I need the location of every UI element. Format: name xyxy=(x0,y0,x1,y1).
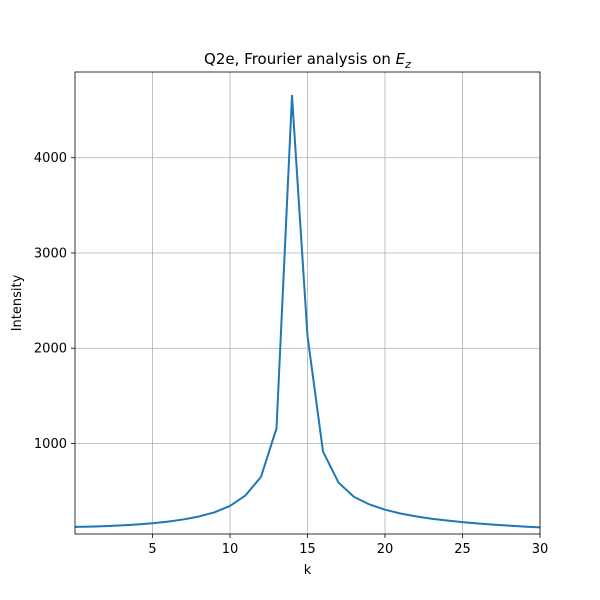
x-tick-label: 30 xyxy=(532,542,549,557)
y-tick-label: 2000 xyxy=(34,342,67,357)
x-tick-label: 15 xyxy=(299,542,316,557)
y-axis-ticks: 1000 2000 3000 4000 xyxy=(34,151,75,452)
title-symbol: E xyxy=(396,50,406,68)
x-axis-ticks: 5 10 15 20 25 30 xyxy=(148,534,548,557)
x-tick-label: 25 xyxy=(454,542,471,557)
y-tick-label: 3000 xyxy=(34,246,67,261)
title-subscript: z xyxy=(404,58,411,71)
chart-title: Q2e, Frourier analysis on Ez xyxy=(204,50,411,71)
x-tick-label: 10 xyxy=(222,542,239,557)
series-line xyxy=(74,94,541,529)
y-tick-label: 4000 xyxy=(34,151,67,166)
y-axis-label: Intensity xyxy=(10,274,25,331)
series-layer xyxy=(74,94,541,529)
y-tick-label: 1000 xyxy=(34,437,67,452)
x-tick-label: 20 xyxy=(377,542,394,557)
x-tick-label: 5 xyxy=(148,542,156,557)
x-axis-label: k xyxy=(304,563,312,578)
